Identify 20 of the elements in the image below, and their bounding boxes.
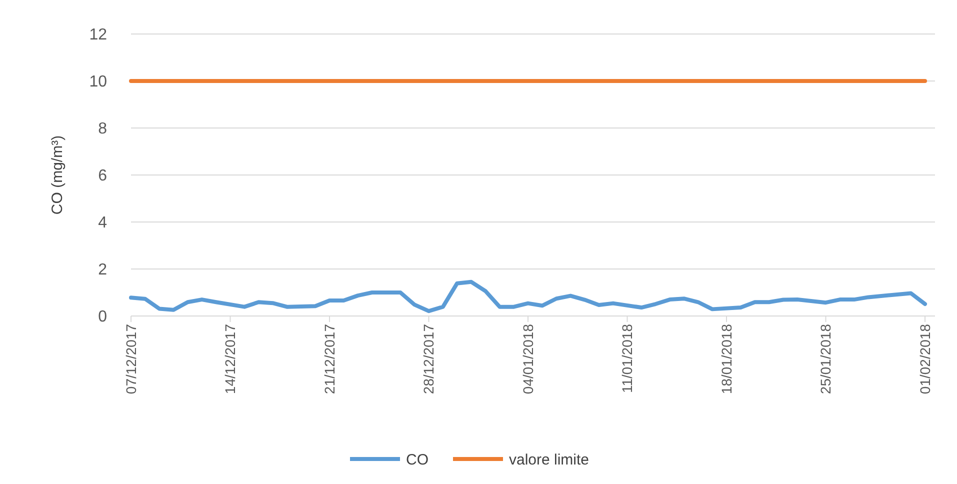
- x-tick-label: 14/12/2017: [222, 324, 238, 394]
- x-tick-label: 21/12/2017: [321, 324, 338, 394]
- x-tick-label: 25/01/2018: [818, 324, 834, 394]
- x-tick-label: 11/01/2018: [619, 324, 636, 394]
- line-series: [129, 280, 927, 314]
- legend-label: valore limite: [509, 451, 590, 468]
- x-tick-label: 07/12/2017: [122, 324, 139, 394]
- x-tick-label: 04/01/2018: [520, 324, 536, 394]
- y-tick-label: 10: [89, 74, 108, 91]
- y-tick-label: 8: [98, 120, 108, 138]
- y-axis-title: CO (mg/m³): [49, 135, 66, 215]
- x-tick-label: 01/02/2018: [916, 324, 933, 394]
- y-tick-label: 0: [98, 308, 108, 326]
- y-tick-label: 2: [98, 262, 108, 279]
- y-tick-label: 12: [89, 26, 108, 44]
- y-tick-label: 4: [98, 214, 108, 232]
- x-tick-label: 28/12/2017: [420, 324, 437, 394]
- legend-label: CO: [406, 451, 428, 468]
- y-tick-label: 6: [98, 168, 108, 185]
- x-tick-label: 18/01/2018: [718, 324, 734, 394]
